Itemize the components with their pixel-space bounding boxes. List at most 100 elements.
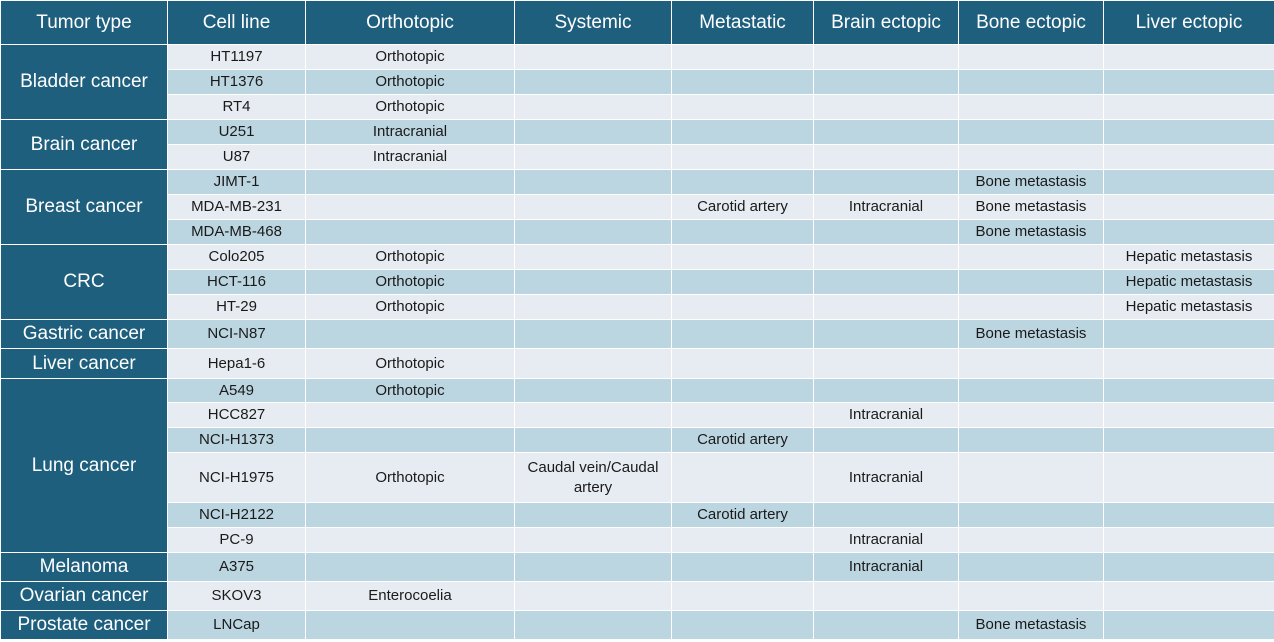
liver-ectopic-cell bbox=[1103, 427, 1274, 453]
tumor-type-cell: Brain cancer bbox=[0, 119, 168, 170]
orthotopic-cell: Enterocoelia bbox=[305, 581, 515, 611]
table-row: RT4 Orthotopic bbox=[1, 94, 1274, 120]
orthotopic-cell: Intracranial bbox=[305, 144, 515, 170]
systemic-cell bbox=[514, 219, 672, 245]
bone-ectopic-cell bbox=[958, 527, 1104, 553]
table-row: Lung cancer A549 Orthotopic bbox=[0, 378, 1274, 553]
bone-ectopic-cell bbox=[958, 452, 1104, 503]
orthotopic-cell: Orthotopic bbox=[305, 452, 515, 503]
orthotopic-cell bbox=[305, 527, 515, 553]
orthotopic-cell: Orthotopic bbox=[305, 244, 515, 270]
cell-line: NCI-H1975 bbox=[167, 452, 306, 503]
liver-ectopic-cell bbox=[1103, 119, 1274, 145]
brain-ectopic-cell bbox=[813, 502, 959, 528]
table-row: HT1376 Orthotopic bbox=[1, 69, 1274, 95]
metastatic-cell bbox=[671, 581, 814, 611]
cell-line: A549 bbox=[167, 378, 306, 403]
metastatic-cell bbox=[671, 527, 814, 553]
brain-ectopic-cell bbox=[813, 219, 959, 245]
metastatic-cell bbox=[671, 319, 814, 349]
metastatic-cell bbox=[671, 244, 814, 270]
bone-ectopic-cell bbox=[958, 581, 1104, 611]
table-row: CRC Colo205 Orthotopic Hepatic metastasi… bbox=[0, 244, 1274, 320]
liver-ectopic-cell bbox=[1103, 552, 1274, 582]
systemic-cell: Caudal vein/Caudal artery bbox=[514, 452, 672, 503]
metastatic-cell bbox=[671, 348, 814, 379]
metastatic-cell: Carotid artery bbox=[671, 427, 814, 453]
metastatic-cell bbox=[671, 402, 814, 428]
metastatic-cell bbox=[671, 294, 814, 320]
tumor-type-cell: Melanoma bbox=[0, 552, 168, 582]
table-row: PC-9 Intracranial bbox=[1, 527, 1274, 553]
orthotopic-cell: Orthotopic bbox=[305, 94, 515, 120]
bone-ectopic-cell: Bone metastasis bbox=[958, 169, 1104, 195]
bone-ectopic-cell: Bone metastasis bbox=[958, 610, 1104, 640]
systemic-cell bbox=[514, 502, 672, 528]
bone-ectopic-cell bbox=[958, 427, 1104, 453]
table-row: HCT-116 Orthotopic Hepatic metastasis bbox=[1, 269, 1274, 295]
header-brain-ectopic: Brain ectopic bbox=[813, 0, 959, 45]
tumor-type-cell: CRC bbox=[0, 244, 168, 320]
header-liver-ectopic: Liver ectopic bbox=[1103, 0, 1274, 45]
table-row: Liver cancer Hepa1-6 Orthotopic bbox=[0, 348, 1274, 379]
table-row: Brain cancer U251 Intracranial bbox=[0, 119, 1274, 170]
orthotopic-cell bbox=[305, 427, 515, 453]
bone-ectopic-cell bbox=[958, 502, 1104, 528]
systemic-cell bbox=[514, 119, 672, 145]
brain-ectopic-cell bbox=[813, 610, 959, 640]
systemic-cell bbox=[514, 610, 672, 640]
metastatic-cell bbox=[671, 269, 814, 295]
metastatic-cell bbox=[671, 552, 814, 582]
bone-ectopic-cell bbox=[958, 378, 1104, 403]
cell-line: SKOV3 bbox=[167, 581, 306, 611]
systemic-cell bbox=[514, 244, 672, 270]
tumor-type-cell: Lung cancer bbox=[0, 378, 168, 553]
liver-ectopic-cell bbox=[1103, 194, 1274, 220]
systemic-cell bbox=[514, 169, 672, 195]
cell-line: U251 bbox=[167, 119, 306, 145]
cell-line: Hepa1-6 bbox=[167, 348, 306, 379]
metastatic-cell bbox=[671, 219, 814, 245]
orthotopic-cell bbox=[305, 552, 515, 582]
brain-ectopic-cell bbox=[813, 348, 959, 379]
header-systemic: Systemic bbox=[514, 0, 672, 45]
bone-ectopic-cell: Bone metastasis bbox=[958, 194, 1104, 220]
metastatic-cell bbox=[671, 94, 814, 120]
brain-ectopic-cell bbox=[813, 319, 959, 349]
metastatic-cell bbox=[671, 119, 814, 145]
metastatic-cell bbox=[671, 144, 814, 170]
brain-ectopic-cell bbox=[813, 69, 959, 95]
metastatic-cell: Carotid artery bbox=[671, 502, 814, 528]
brain-ectopic-cell bbox=[813, 581, 959, 611]
brain-ectopic-cell: Intracranial bbox=[813, 402, 959, 428]
bone-ectopic-cell bbox=[958, 269, 1104, 295]
orthotopic-cell bbox=[305, 319, 515, 349]
orthotopic-cell: Orthotopic bbox=[305, 69, 515, 95]
liver-ectopic-cell: Hepatic metastasis bbox=[1103, 269, 1274, 295]
systemic-cell bbox=[514, 194, 672, 220]
systemic-cell bbox=[514, 294, 672, 320]
liver-ectopic-cell: Hepatic metastasis bbox=[1103, 244, 1274, 270]
liver-ectopic-cell: Hepatic metastasis bbox=[1103, 294, 1274, 320]
table-row: Breast cancer JIMT-1 Bone metastasis bbox=[0, 169, 1274, 245]
metastatic-cell bbox=[671, 610, 814, 640]
table-row: Gastric cancer NCI-N87 Bone metastasis bbox=[0, 319, 1274, 349]
orthotopic-cell bbox=[305, 502, 515, 528]
brain-ectopic-cell: Intracranial bbox=[813, 552, 959, 582]
bone-ectopic-cell bbox=[958, 44, 1104, 70]
tumor-type-cell: Bladder cancer bbox=[0, 44, 168, 120]
orthotopic-cell bbox=[305, 219, 515, 245]
liver-ectopic-cell bbox=[1103, 527, 1274, 553]
header-bone-ectopic: Bone ectopic bbox=[958, 0, 1104, 45]
cell-line: Colo205 bbox=[167, 244, 306, 270]
table-row: NCI-H2122 Carotid artery bbox=[1, 502, 1274, 528]
tumor-type-cell: Liver cancer bbox=[0, 348, 168, 379]
table-row: Melanoma A375 Intracranial bbox=[0, 552, 1274, 582]
table-row: HCC827 Intracranial bbox=[1, 402, 1274, 428]
table-row: HT-29 Orthotopic Hepatic metastasis bbox=[1, 294, 1274, 320]
liver-ectopic-cell bbox=[1103, 69, 1274, 95]
brain-ectopic-cell: Intracranial bbox=[813, 194, 959, 220]
cell-line: NCI-N87 bbox=[167, 319, 306, 349]
metastatic-cell: Carotid artery bbox=[671, 194, 814, 220]
